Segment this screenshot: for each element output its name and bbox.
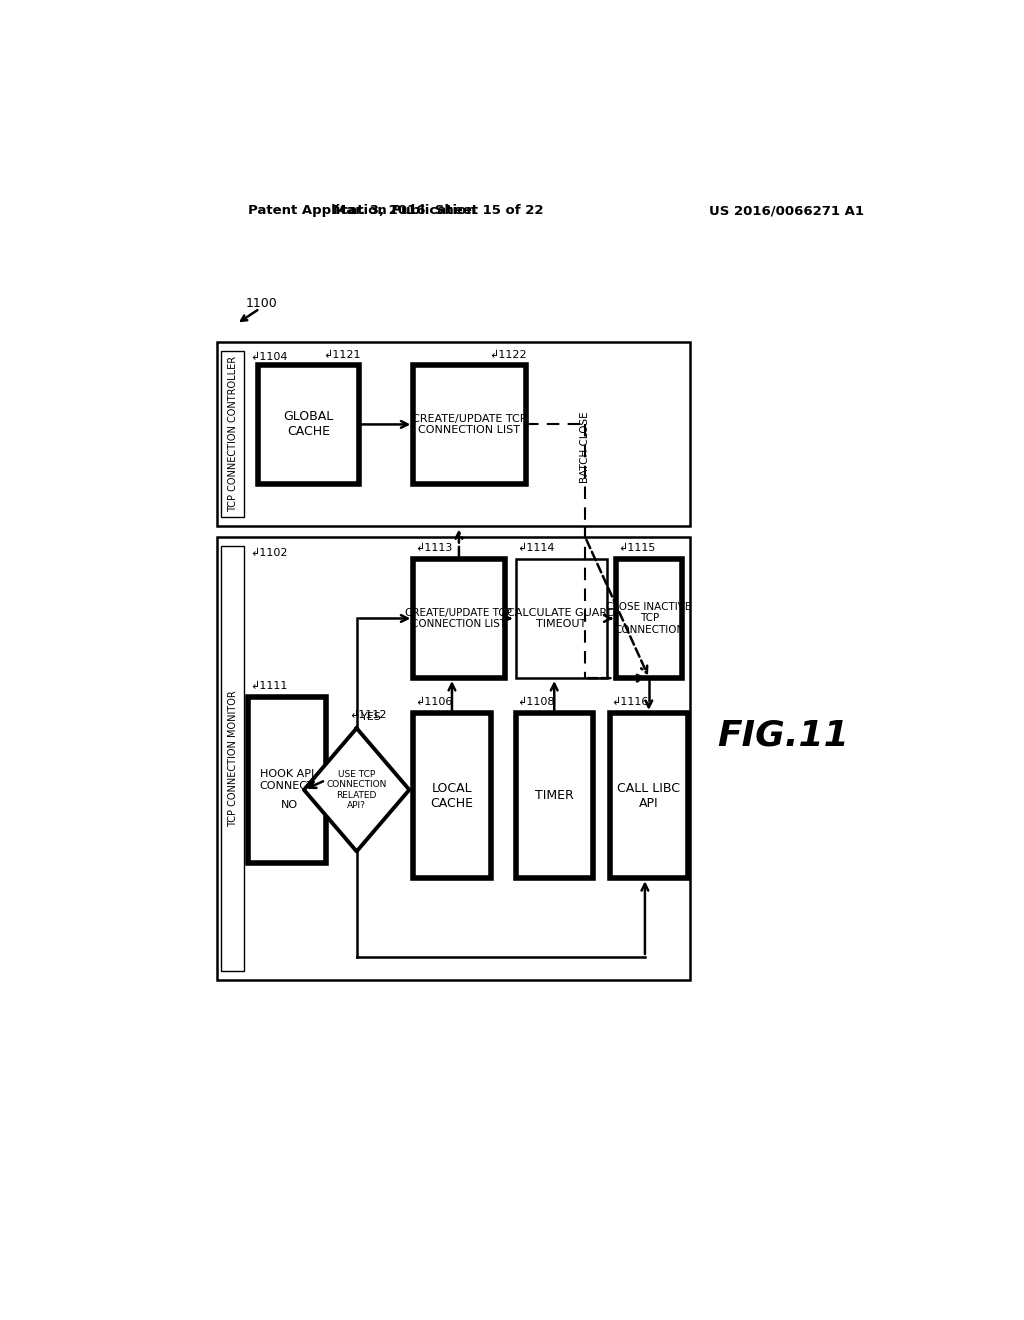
Bar <box>258 364 359 484</box>
Text: ↲1102: ↲1102 <box>250 548 287 558</box>
Text: ↲1111: ↲1111 <box>250 681 287 692</box>
Bar <box>414 364 525 484</box>
Text: Patent Application Publication: Patent Application Publication <box>248 205 476 218</box>
Text: LOCAL
CACHE: LOCAL CACHE <box>430 781 473 809</box>
Text: Mar. 3, 2016  Sheet 15 of 22: Mar. 3, 2016 Sheet 15 of 22 <box>333 205 544 218</box>
Text: FIG.11: FIG.11 <box>717 719 849 752</box>
Text: ↲1106: ↲1106 <box>415 697 453 706</box>
Bar <box>221 351 245 517</box>
Text: ↲1121: ↲1121 <box>323 350 360 360</box>
Polygon shape <box>304 729 410 851</box>
Text: ↲1108: ↲1108 <box>517 697 555 706</box>
Text: ↲1114: ↲1114 <box>517 543 555 553</box>
Text: US 2016/0066271 A1: US 2016/0066271 A1 <box>710 205 864 218</box>
Bar <box>515 558 607 678</box>
Bar <box>248 697 326 863</box>
Text: YES: YES <box>360 711 381 722</box>
Bar <box>414 713 490 878</box>
Text: CREATE/UPDATE TCP
CONNECTION LIST: CREATE/UPDATE TCP CONNECTION LIST <box>406 607 512 630</box>
Text: ↲1112: ↲1112 <box>349 710 386 721</box>
Bar <box>610 713 687 878</box>
Bar <box>217 537 690 979</box>
Bar <box>217 342 690 527</box>
Bar <box>221 546 245 970</box>
Text: HOOK API
CONNECT: HOOK API CONNECT <box>259 770 314 791</box>
Text: TCP CONNECTION CONTROLLER: TCP CONNECTION CONTROLLER <box>227 356 238 512</box>
Text: ↲1122: ↲1122 <box>489 350 527 360</box>
Text: CREATE/UPDATE TCP
CONNECTION LIST: CREATE/UPDATE TCP CONNECTION LIST <box>412 413 526 436</box>
Text: CALCULATE GUARD
TIMEOUT: CALCULATE GUARD TIMEOUT <box>507 607 615 630</box>
Bar <box>414 558 505 678</box>
Text: TIMER: TIMER <box>535 789 573 803</box>
Bar <box>515 713 593 878</box>
Text: 1100: 1100 <box>246 297 278 310</box>
Text: BATCH CLOSE: BATCH CLOSE <box>581 412 590 483</box>
Text: CLOSE INACTIVE
TCP
CONNECTION: CLOSE INACTIVE TCP CONNECTION <box>606 602 692 635</box>
Text: ↲1113: ↲1113 <box>415 543 453 553</box>
Text: ↲1116: ↲1116 <box>611 697 649 706</box>
Text: NO: NO <box>281 800 298 810</box>
Text: ↲1115: ↲1115 <box>617 543 655 553</box>
Bar <box>616 558 682 678</box>
Text: CALL LIBC
API: CALL LIBC API <box>617 781 680 809</box>
Text: USE TCP
CONNECTION
RELATED
API?: USE TCP CONNECTION RELATED API? <box>327 770 387 810</box>
Text: ↲1104: ↲1104 <box>250 352 287 363</box>
Text: TCP CONNECTION MONITOR: TCP CONNECTION MONITOR <box>227 690 238 828</box>
Text: GLOBAL
CACHE: GLOBAL CACHE <box>284 411 334 438</box>
